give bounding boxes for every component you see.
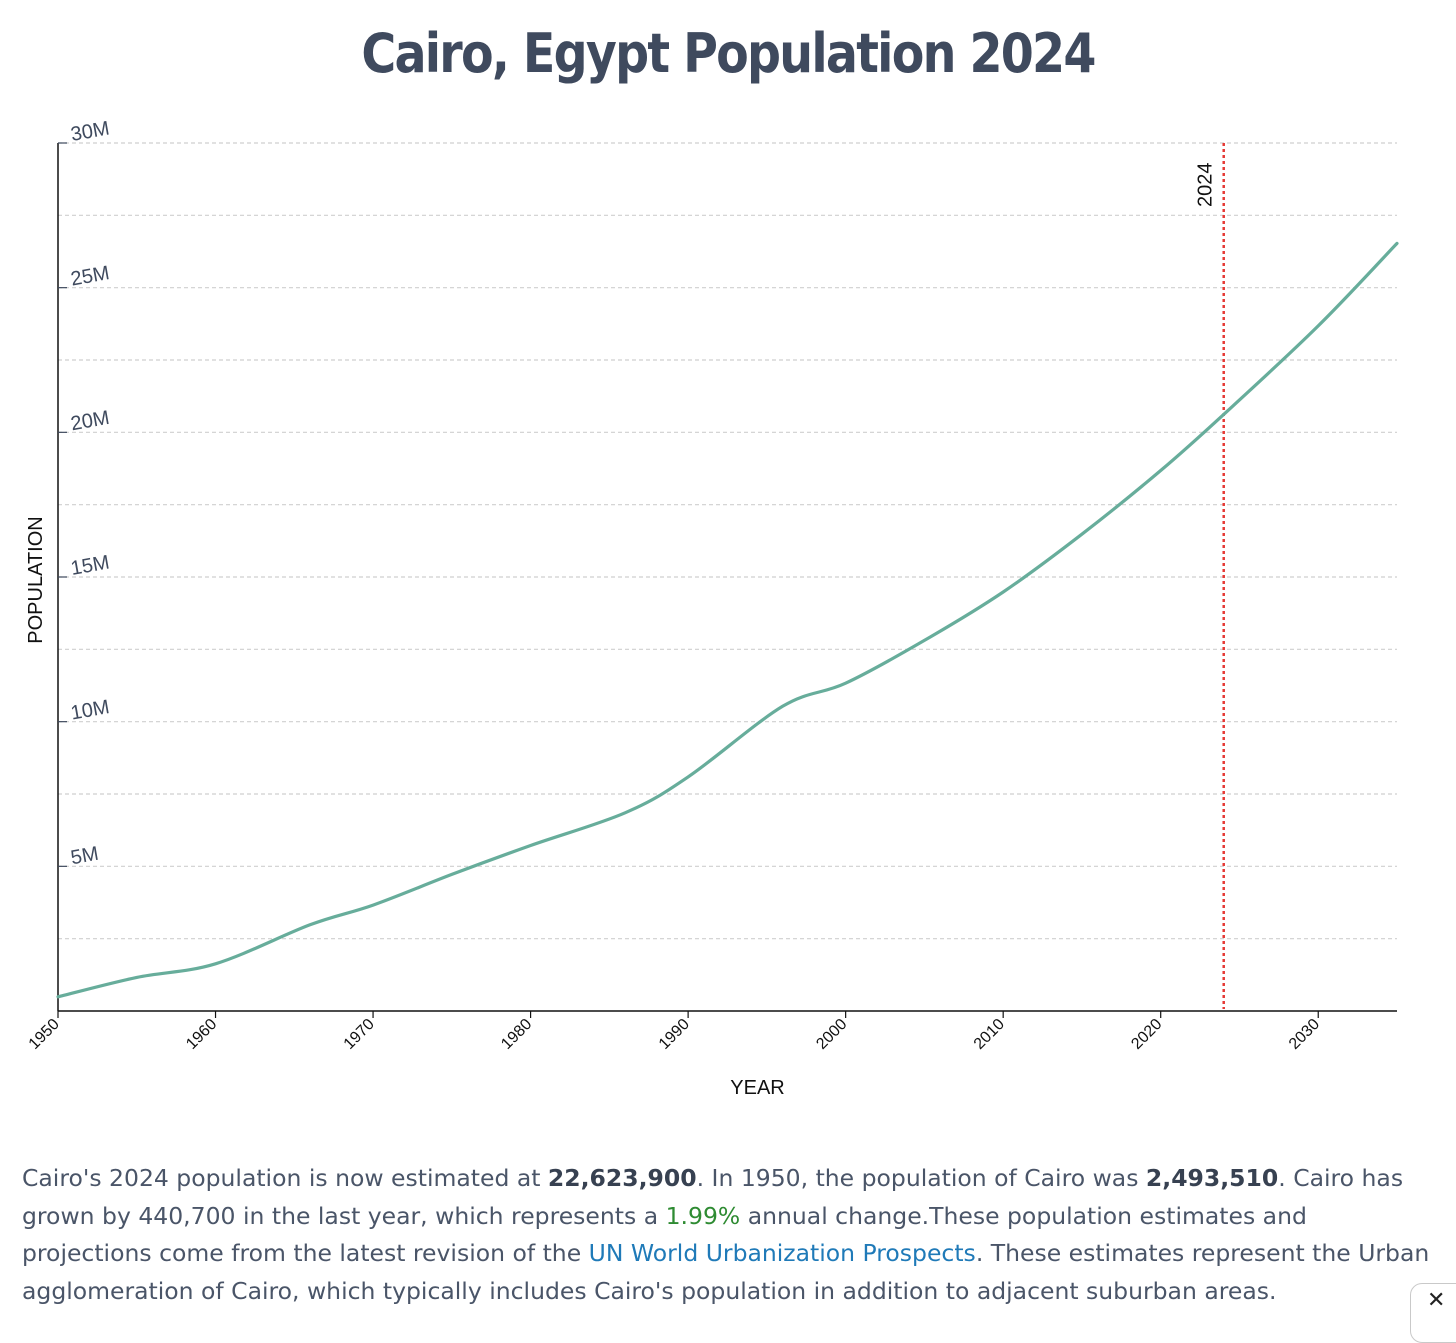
x-tick-label: 1950	[26, 1016, 63, 1053]
y-tick-label: 10M	[69, 696, 111, 724]
x-tick-label: 2030	[1286, 1016, 1323, 1053]
annual-change-value: 1.99%	[665, 1201, 741, 1230]
year-marker: 2024	[1195, 143, 1225, 1009]
population-2024-value: 22,623,900	[547, 1164, 697, 1192]
desc-text-3: . Cairo has grown by 440,700 in the last…	[22, 1164, 1404, 1230]
desc-text-5: . These estimates represent the Urban ag…	[22, 1239, 1430, 1305]
x-tick-label: 1980	[498, 1016, 535, 1053]
x-tick-label: 2000	[813, 1016, 850, 1053]
axes: 5M 10M 15M 20M 25M 30M 1950 1960 1970 1980 1990 200…	[26, 118, 1397, 1053]
un-prospects-link[interactable]: UN World Urbanization Prospects	[588, 1239, 976, 1267]
series-group	[56, 241, 1399, 999]
desc-text-2: . In 1950, the population of Cairo was	[696, 1164, 1146, 1192]
y-tick-label: 15M	[69, 552, 111, 580]
y-tick-label: 20M	[69, 407, 111, 435]
x-tick-label: 1960	[183, 1016, 220, 1053]
x-tick-label: 1970	[341, 1016, 378, 1053]
page-title: Cairo, Egypt Population 2024	[361, 22, 1096, 85]
axis-labels: YEAR POPULATION	[25, 516, 785, 1099]
close-button[interactable]: ✕	[1410, 1283, 1456, 1343]
gridlines	[58, 142, 1397, 940]
y-tick-label: 5M	[69, 843, 100, 869]
population-description: Cairo's 2024 population is now estimated…	[22, 1160, 1432, 1310]
x-tick-label: 2010	[971, 1016, 1008, 1053]
desc-text-4: annual change.These population estimates…	[22, 1201, 1307, 1268]
x-tick-label: 2020	[1128, 1016, 1165, 1053]
population-series-line	[56, 241, 1399, 999]
x-axis-title: YEAR	[730, 1077, 784, 1099]
y-axis-title: POPULATION	[25, 516, 47, 643]
y-tick-label: 30M	[69, 118, 111, 146]
marker-label: 2024	[1195, 163, 1217, 208]
desc-text-1: Cairo's 2024 population is now estimated…	[22, 1164, 548, 1192]
x-tick-label: 1990	[656, 1016, 693, 1053]
population-line-chart: 5M 10M 15M 20M 25M 30M 1950 1960 1970 1980 1990 200…	[25, 118, 1399, 1099]
y-tick-label: 25M	[69, 262, 111, 290]
close-icon: ✕	[1427, 1288, 1446, 1313]
population-1950-value: 2,493,510	[1145, 1164, 1279, 1192]
